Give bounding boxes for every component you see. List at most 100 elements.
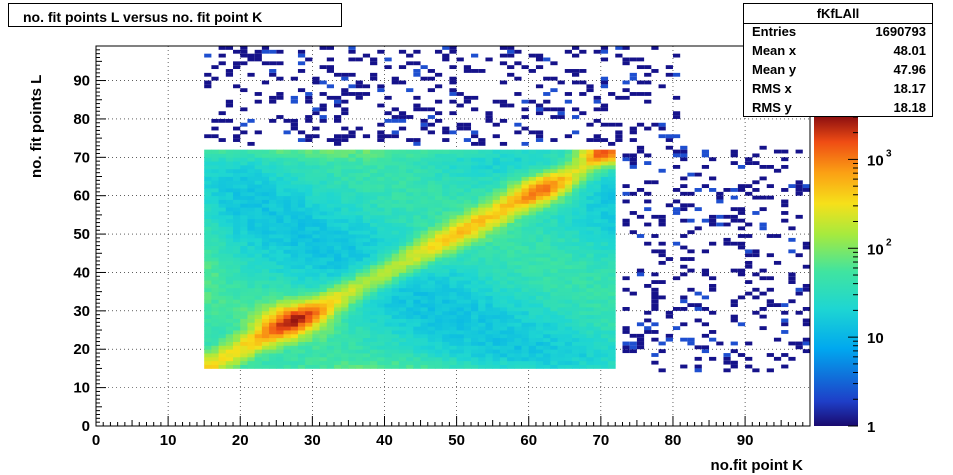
heatmap-cell [406, 283, 414, 289]
heatmap-cell [225, 272, 234, 277]
heatmap-cell [319, 326, 328, 331]
heatmap-cell [276, 276, 284, 281]
heatmap-cell [600, 207, 609, 212]
heatmap-cell [557, 172, 566, 177]
sparse-bin [297, 130, 306, 135]
sparse-bin [636, 333, 645, 338]
heatmap-cell [341, 307, 349, 312]
heatmap-cell [218, 241, 227, 246]
heatmap-cell [434, 176, 443, 181]
sparse-bin [471, 130, 479, 135]
sparse-bin [788, 249, 796, 254]
sparse-bin [636, 188, 645, 192]
heatmap-cell [334, 330, 342, 335]
heatmap-cell [334, 234, 342, 239]
heatmap-cell [355, 241, 364, 246]
heatmap-cell [572, 268, 580, 273]
heatmap-cell [370, 310, 378, 316]
heatmap-cell [434, 214, 443, 220]
sparse-bin [795, 345, 803, 350]
heatmap-cell [240, 241, 248, 246]
heatmap-cell [471, 149, 479, 154]
heatmap-cell [406, 249, 414, 254]
heatmap-cell [499, 326, 508, 331]
heatmap-cell [593, 264, 602, 270]
sparse-bin [499, 61, 508, 66]
heatmap-cell [543, 184, 551, 189]
heatmap-cell [326, 241, 335, 246]
heatmap-cell [305, 237, 313, 243]
heatmap-cell [478, 241, 486, 246]
heatmap-cell [377, 349, 385, 354]
heatmap-cell [406, 222, 414, 227]
heatmap-cell [377, 280, 385, 285]
colorbar-tick-exponent: 3 [886, 148, 892, 159]
heatmap-cell [463, 176, 472, 181]
heatmap-cell [572, 168, 580, 174]
heatmap-cell [427, 349, 436, 354]
heatmap-cell [485, 303, 494, 308]
heatmap-cell [535, 199, 544, 204]
heatmap-cell [362, 303, 371, 308]
heatmap-cell [485, 364, 494, 369]
heatmap-cell [434, 260, 443, 266]
heatmap-cell [240, 211, 248, 216]
heatmap-cell [471, 234, 479, 239]
heatmap-cell [240, 191, 248, 197]
heatmap-cell [406, 307, 414, 312]
heatmap-cell [341, 180, 349, 185]
heatmap-cell [240, 184, 248, 189]
heatmap-cell [204, 272, 212, 277]
heatmap-cell [564, 310, 573, 316]
heatmap-cell [377, 164, 385, 170]
heatmap-cell [463, 214, 472, 220]
heatmap-cell [442, 249, 450, 254]
heatmap-cell [225, 349, 234, 354]
heatmap-cell [233, 222, 241, 227]
sparse-bin [463, 138, 472, 142]
heatmap-cell [557, 280, 566, 285]
heatmap-cell [420, 207, 429, 212]
heatmap-cell [499, 161, 508, 166]
sparse-bin [694, 307, 702, 311]
heatmap-cell [521, 234, 530, 239]
heatmap-cell [543, 337, 551, 342]
heatmap-cell [334, 349, 342, 354]
heatmap-cell [543, 349, 551, 354]
heatmap-cell [413, 333, 421, 339]
heatmap-cell [384, 349, 393, 354]
heatmap-cell [269, 291, 277, 296]
heatmap-cell [247, 260, 256, 266]
heatmap-cell [384, 245, 393, 250]
heatmap-cell [507, 149, 515, 154]
heatmap-cell [514, 345, 522, 350]
heatmap-cell [514, 341, 522, 346]
heatmap-cell [261, 226, 270, 231]
heatmap-cell [218, 164, 227, 170]
heatmap-cell [204, 260, 212, 266]
heatmap-cell [290, 153, 299, 158]
heatmap-cell [449, 280, 458, 285]
sparse-bin [615, 138, 623, 142]
heatmap-cell [225, 341, 234, 346]
heatmap-cell [514, 164, 522, 170]
heatmap-cell [305, 283, 313, 289]
sparse-bin [658, 122, 666, 127]
heatmap-cell [370, 218, 378, 223]
sparse-bin [644, 222, 652, 227]
heatmap-cell [492, 237, 501, 243]
heatmap-cell [334, 264, 342, 270]
sparse-bin [709, 214, 717, 219]
heatmap-cell [514, 280, 522, 285]
sparse-bin [680, 191, 688, 196]
heatmap-cell [391, 226, 400, 231]
heatmap-cell [384, 249, 393, 254]
sparse-bin [305, 95, 313, 100]
heatmap-cell [579, 199, 587, 204]
x-tick-label: 50 [448, 432, 465, 449]
heatmap-cell [579, 276, 587, 281]
heatmap-cell [572, 211, 580, 216]
sparse-bin [629, 230, 637, 235]
heatmap-cell [449, 214, 458, 220]
heatmap-cell [326, 230, 335, 235]
